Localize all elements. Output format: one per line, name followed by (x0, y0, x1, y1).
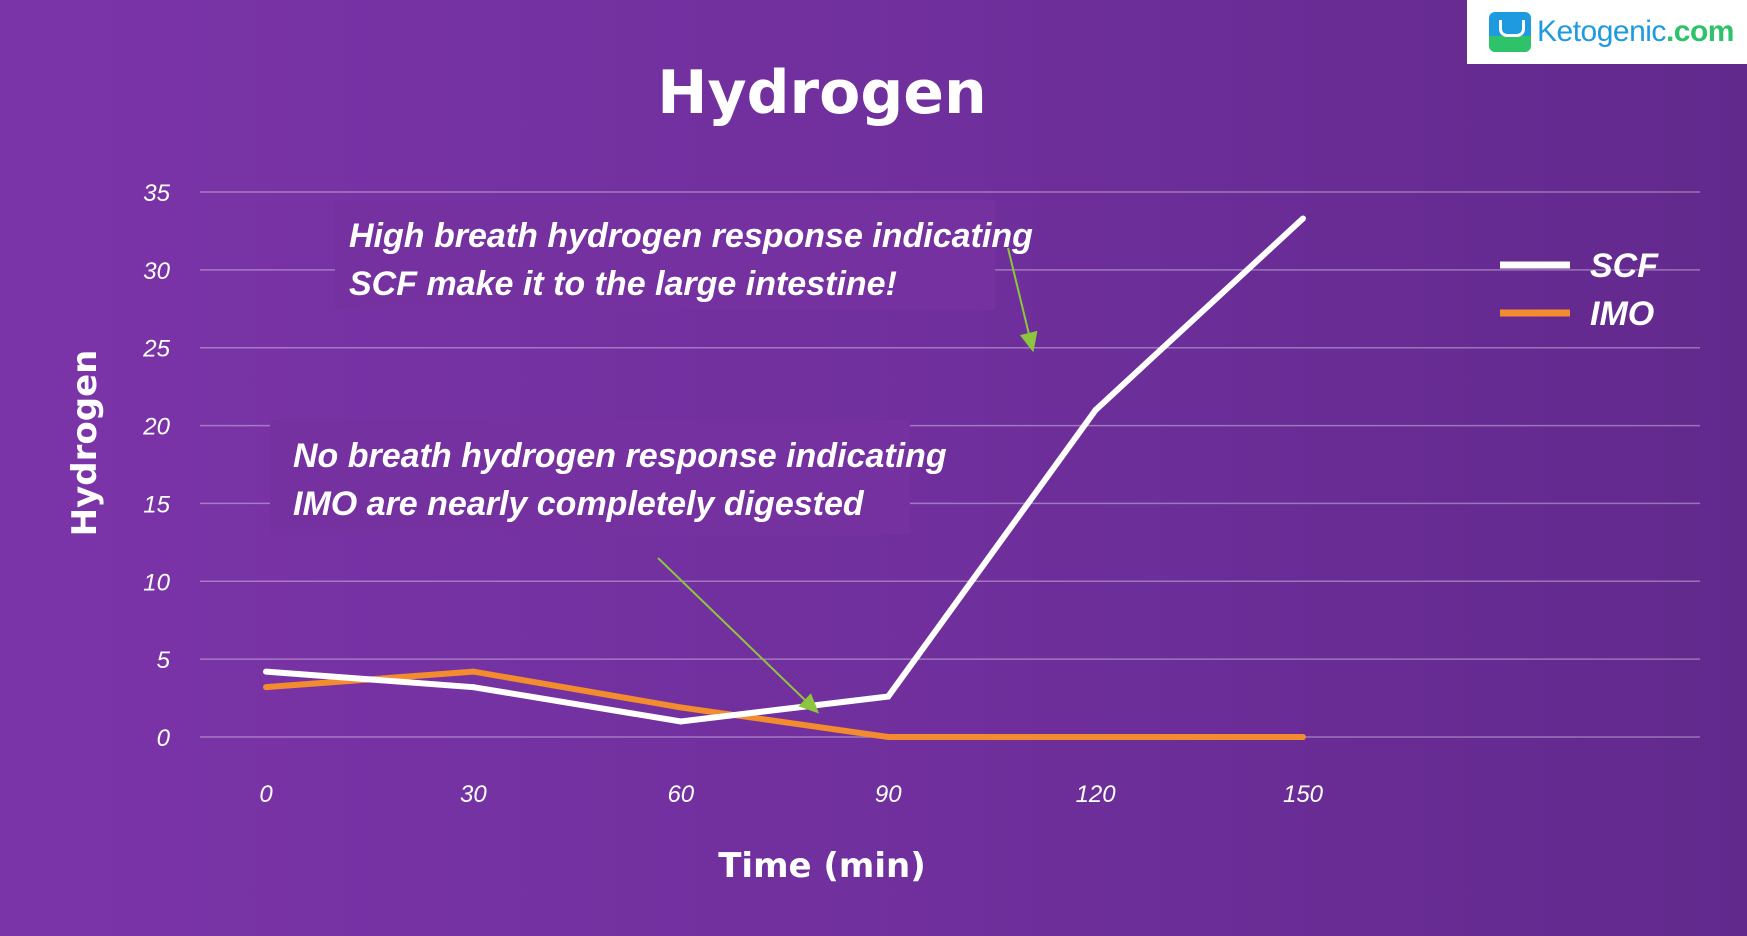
series-lines (263, 215, 1306, 740)
annotation-arrow-head (1019, 330, 1038, 353)
data-point-imo (470, 668, 477, 675)
annotation-text-line: High breath hydrogen response indicating (349, 217, 1033, 255)
data-point-scf (1300, 215, 1306, 222)
x-tick-label: 120 (1076, 781, 1117, 808)
x-tick-label: 90 (875, 781, 902, 808)
x-axis-ticks: 0 30 60 90 120 150 (259, 781, 1323, 808)
annotation-arrow-head (798, 693, 820, 714)
annotation-text-line: No breath hydrogen response indicating (293, 437, 947, 475)
annotation-text-line: SCF make it to the large intestine! (349, 265, 897, 303)
legend-label-imo: IMO (1590, 295, 1654, 333)
x-axis-title: Time (min) (718, 846, 926, 886)
annotation-arrow-line (1007, 247, 1030, 334)
x-tick-label: 30 (460, 781, 487, 808)
annotation-text-line: IMO are nearly completely digested (293, 485, 865, 523)
logo-text-main: Ketogenic (1537, 15, 1666, 48)
y-tick-label: 30 (143, 258, 170, 285)
y-axis-title: Hydrogen (65, 350, 105, 537)
x-tick-label: 0 (259, 781, 273, 808)
data-point-scf (677, 718, 684, 725)
series-line-scf (265, 216, 1306, 725)
data-point-scf (263, 668, 269, 675)
data-point-scf (470, 684, 477, 691)
ketogenic-logo: Ketogenic.com (1467, 0, 1747, 64)
y-axis-ticks: 0 5 10 15 20 25 30 35 (142, 180, 170, 752)
legend: SCF IMO (1500, 247, 1659, 333)
data-point-scf (885, 693, 892, 700)
y-tick-label: 15 (143, 491, 170, 518)
y-tick-label: 25 (142, 336, 170, 363)
data-point-scf (1092, 407, 1099, 413)
logo-text-domain: .com (1665, 15, 1735, 48)
data-point-imo (885, 734, 892, 740)
data-point-imo (1092, 734, 1099, 740)
annotations: High breath hydrogen response indicating… (293, 217, 1038, 714)
x-tick-label: 150 (1283, 781, 1324, 808)
logo-text: Ketogenic.com (1537, 15, 1734, 49)
chart-title: Hydrogen (657, 58, 986, 128)
data-point-imo (1300, 734, 1306, 740)
legend-label-scf: SCF (1590, 247, 1659, 285)
annotation-bg (270, 420, 910, 535)
series-line-imo (265, 668, 1303, 740)
ketogenic-logo-icon (1489, 12, 1531, 52)
y-tick-label: 5 (157, 647, 171, 674)
y-tick-label: 10 (143, 569, 170, 596)
annotation-bg (335, 200, 995, 310)
annotation-arrow-line (657, 557, 806, 701)
y-tick-label: 20 (142, 414, 170, 441)
data-point-imo (677, 704, 684, 711)
data-point-imo (263, 684, 269, 691)
y-tick-label: 0 (157, 725, 171, 752)
annotation-backgrounds (270, 200, 995, 535)
y-tick-label: 35 (143, 180, 170, 207)
x-tick-label: 60 (667, 781, 694, 808)
